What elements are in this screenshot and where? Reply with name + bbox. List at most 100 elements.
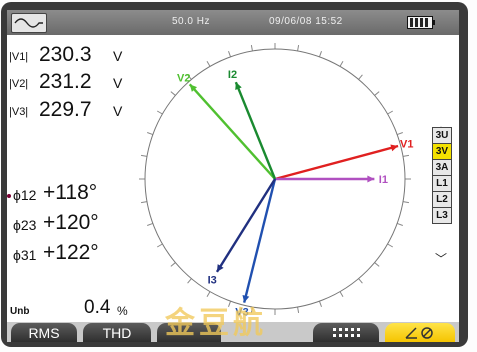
diagram-tick <box>402 154 410 157</box>
side-button-l3[interactable]: L3 <box>432 207 452 224</box>
phase-label: ϕ31 <box>13 247 37 263</box>
phase-marker <box>7 194 11 198</box>
diagram-tick <box>156 110 163 115</box>
diagram-tick <box>140 154 148 157</box>
voltage-value: 231.2 <box>39 70 92 93</box>
diagram-tick <box>402 201 410 204</box>
diagram-tick <box>170 91 176 96</box>
diagram-tick <box>387 110 394 115</box>
device-frame: 50.0 Hz 09/06/08 15:52 |V1| 230.3 V |V2|… <box>1 2 468 347</box>
side-button-3v[interactable]: 3V <box>432 143 452 160</box>
diagram-circle <box>144 48 406 310</box>
vector-v1 <box>274 144 399 181</box>
diagram-tick <box>339 291 344 298</box>
voltage-unit: V <box>113 48 123 64</box>
voltage-label: |V2| <box>9 78 29 90</box>
unbalance-label: Unb <box>10 306 30 317</box>
vector-arrowhead <box>189 84 198 92</box>
voltage-row-v3: |V3| 229.7 V <box>9 98 149 121</box>
phase-row-23: ϕ23 +120° <box>11 211 161 237</box>
tab-blank[interactable] <box>157 323 221 342</box>
diagram-tick <box>374 262 380 267</box>
frequency-readout: 50.0 Hz <box>172 16 210 27</box>
voltage-unit: V <box>113 103 123 119</box>
phase-label: ϕ23 <box>13 217 37 233</box>
diagram-tick <box>358 278 363 284</box>
side-button-3a[interactable]: 3A <box>432 159 452 176</box>
diagram-tick <box>318 300 322 307</box>
tab-thd[interactable]: THD <box>83 323 151 342</box>
diagram-tick <box>187 74 192 80</box>
voltage-row-v1: |V1| 230.3 V <box>9 43 149 66</box>
phase-row-12: ϕ12 +118° <box>11 181 161 207</box>
side-button-3u[interactable]: 3U <box>432 127 452 144</box>
diagram-tick <box>187 278 192 284</box>
diagram-tick <box>250 306 253 314</box>
date-time: 09/06/08 15:52 <box>269 16 343 27</box>
battery-icon <box>407 16 435 29</box>
diagram-ticks <box>139 43 411 315</box>
diagram-tick <box>228 51 232 58</box>
voltage-label: |V3| <box>9 106 29 118</box>
unbalance-value: 0.4 <box>84 297 111 318</box>
vector-label-i2: I2 <box>228 69 237 81</box>
diagram-tick <box>318 51 322 58</box>
vector-arrowhead <box>216 264 224 272</box>
unbalance-unit: % <box>117 304 128 318</box>
waveform-icon[interactable] <box>11 13 47 33</box>
phase-value: +122° <box>43 241 99 264</box>
status-bar: 50.0 Hz 09/06/08 15:52 <box>7 10 459 35</box>
diagram-tick <box>297 306 300 314</box>
voltage-unit: V <box>113 75 123 91</box>
vector-label-v3: V3 <box>235 306 248 318</box>
phasor-icon <box>405 327 433 339</box>
diagram-tick <box>387 243 394 248</box>
vector-label-v2: V2 <box>177 73 190 85</box>
diagram-tick <box>156 243 163 248</box>
scroll-down-icon[interactable]: ﹀ <box>435 252 448 266</box>
diagram-tick <box>374 91 380 96</box>
diagram-tick <box>339 60 344 67</box>
diagram-tick <box>297 44 300 52</box>
vector-i2 <box>234 81 277 180</box>
vector-v2 <box>188 83 276 180</box>
vector-label-v1: V1 <box>400 139 413 151</box>
diagram-vectors: V1 I1 V2 I2 V3 I3 <box>177 69 413 319</box>
diagram-tick <box>147 222 154 226</box>
diagram-tick <box>206 60 211 67</box>
diagram-tick <box>396 222 403 226</box>
tab-grid[interactable] <box>313 323 379 342</box>
vector-v3 <box>243 178 277 303</box>
display-screen: 50.0 Hz 09/06/08 15:52 |V1| 230.3 V |V2|… <box>7 10 459 342</box>
voltage-value: 229.7 <box>39 98 92 121</box>
phase-label: ϕ12 <box>13 187 37 203</box>
diagram-tick <box>170 262 176 267</box>
vector-label-i3: I3 <box>208 275 217 287</box>
vector-arrowhead <box>367 175 375 183</box>
side-button-l2[interactable]: L2 <box>432 191 452 208</box>
diagram-tick <box>358 74 363 80</box>
voltage-label: |V1| <box>9 51 29 63</box>
voltage-row-v2: |V2| 231.2 V <box>9 70 149 93</box>
watermark-logo: 金豆航 <box>165 306 267 341</box>
phase-row-31: ϕ31 +122° <box>11 241 161 267</box>
phase-value: +118° <box>43 181 98 204</box>
vector-arrowhead <box>390 144 399 152</box>
grid-icon <box>333 328 360 337</box>
vector-diagram: V1 I1 V2 I2 V3 I3 <box>139 43 413 319</box>
voltage-value: 230.3 <box>39 43 92 66</box>
diagram-tick <box>147 132 154 136</box>
tab-phasor[interactable] <box>385 323 455 342</box>
vector-label-i1: I1 <box>379 174 388 186</box>
tab-rms[interactable]: RMS <box>11 323 77 342</box>
diagram-tick <box>396 132 403 136</box>
diagram-tick <box>228 300 232 307</box>
diagram-tick <box>206 291 211 298</box>
diagram-tick <box>140 201 148 204</box>
bottom-tab-bar: RMS THD <box>7 322 459 342</box>
vector-i3 <box>215 178 277 273</box>
side-button-l1[interactable]: L1 <box>432 175 452 192</box>
diagram-tick <box>250 44 253 52</box>
vector-arrowhead <box>242 294 250 303</box>
